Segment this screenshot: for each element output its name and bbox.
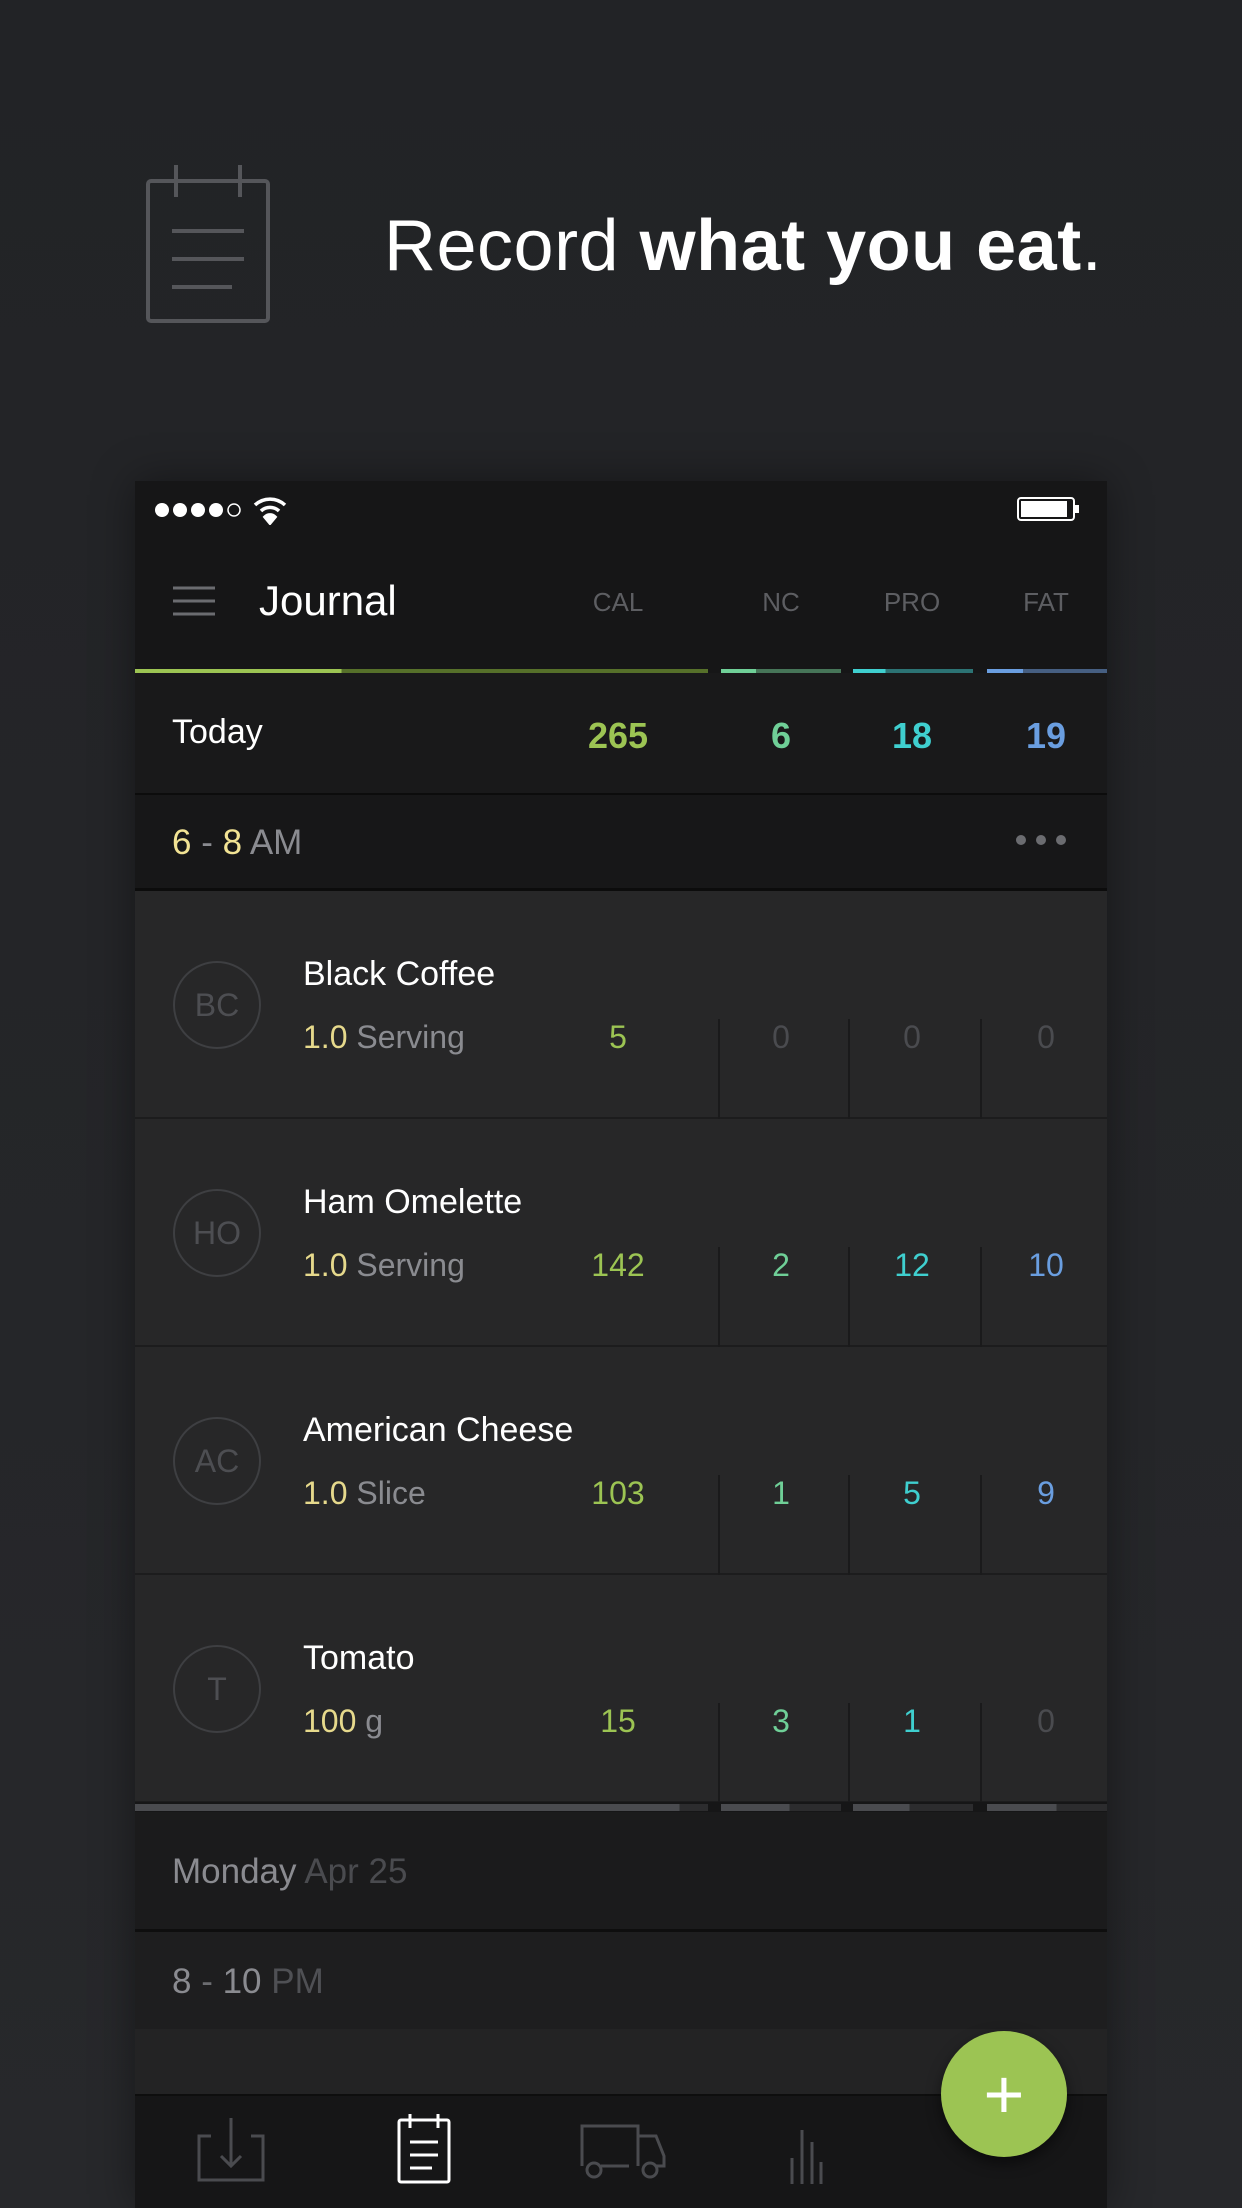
stats-icon[interactable] [789,2128,823,2184]
food-fat-value: 9 [1037,1475,1055,1511]
food-avatar: AC [173,1417,261,1505]
food-row[interactable]: HO Ham Omelette 1.0 Serving 142 2 12 10 [135,1119,1107,1347]
signal-icon [155,503,241,517]
column-divider [718,1019,720,1119]
column-divider [848,1019,850,1119]
fat-progress-bar [987,669,1107,676]
delivery-truck-icon[interactable] [580,2124,670,2180]
today-summary-row[interactable]: Today 265 6 18 19 [135,673,1107,795]
food-nc-value: 3 [772,1703,790,1739]
nc-progress-bar [721,669,841,676]
cal-summary-bar [135,1804,708,1811]
food-serving: 1.0 Serving [303,1019,465,1055]
column-divider [980,1475,982,1575]
column-divider [848,1475,850,1575]
fat-summary-bar [987,1804,1107,1811]
column-divider [980,1703,982,1803]
status-bar [135,481,1107,543]
food-serving: 100 g [303,1703,384,1739]
food-name: Tomato [303,1639,415,1677]
column-divider [718,1247,720,1347]
day-label: Monday Apr 25 [172,1852,408,1891]
import-icon[interactable] [197,2116,265,2182]
pro-progress-bar [853,669,973,676]
more-dots-icon[interactable] [1015,833,1067,847]
food-fat-value: 0 [1037,1703,1055,1739]
day-header-monday[interactable]: Monday Apr 25 [135,1812,1107,1932]
today-nc: 6 [770,715,792,756]
food-fat-value: 0 [1037,1019,1055,1055]
today-fat: 19 [1025,715,1067,756]
food-name: American Cheese [303,1411,574,1449]
food-row[interactable]: AC American Cheese 1.0 Slice 103 1 5 9 [135,1347,1107,1575]
food-avatar: T [173,1645,261,1733]
food-nc-value: 0 [772,1019,790,1055]
column-divider [848,1703,850,1803]
food-cal-value: 5 [609,1019,627,1055]
column-header-fat: FAT [1023,587,1069,617]
food-cal-value: 142 [591,1247,645,1283]
meal-header-8-10pm[interactable]: 8 - 10 PM [135,1932,1107,2029]
column-divider [718,1703,720,1803]
battery-icon [1017,497,1079,521]
food-name: Black Coffee [303,955,496,993]
food-avatar: BC [173,961,261,1049]
food-serving: 1.0 Slice [303,1475,426,1511]
journal-icon[interactable] [397,2112,451,2184]
cal-progress-bar [135,669,708,676]
column-header-nc: NC [762,587,800,617]
wifi-icon [253,497,287,525]
column-divider [980,1247,982,1347]
food-cal-value: 103 [591,1475,645,1511]
journal-clipboard-icon [146,165,270,323]
today-label: Today [172,713,263,751]
food-pro-value: 12 [894,1247,930,1283]
food-row[interactable]: BC Black Coffee 1.0 Serving 5 0 0 0 [135,891,1107,1119]
food-row[interactable]: T Tomato 100 g 15 3 1 0 [135,1575,1107,1803]
food-pro-value: 1 [903,1703,921,1739]
column-divider [980,1019,982,1119]
meal-time: 6 - 8 AM [172,823,303,862]
meal-header-6-8am[interactable]: 6 - 8 AM [135,795,1107,891]
page-title: Journal [259,577,397,624]
column-header-pro: PRO [883,587,941,617]
headline: Record what you eat. [384,206,1103,286]
pro-summary-bar [853,1804,973,1811]
hamburger-menu-icon[interactable] [173,585,215,617]
add-food-button[interactable]: + [941,2031,1067,2157]
nc-summary-bar [721,1804,841,1811]
meal-time: 8 - 10 PM [172,1962,324,2001]
column-header-cal: CAL [592,587,644,617]
food-nc-value: 2 [772,1247,790,1283]
food-name: Ham Omelette [303,1183,523,1221]
food-nc-value: 1 [772,1475,790,1511]
column-divider [718,1475,720,1575]
food-avatar: HO [173,1189,261,1277]
food-serving: 1.0 Serving [303,1247,465,1283]
column-divider [848,1247,850,1347]
food-fat-value: 10 [1028,1247,1064,1283]
food-cal-value: 15 [600,1703,636,1739]
today-cal: 265 [587,715,649,756]
phone-screen: Journal CAL NC PRO FAT Today 265 6 18 19… [135,481,1107,2208]
food-pro-value: 5 [903,1475,921,1511]
food-pro-value: 0 [903,1019,921,1055]
today-pro: 18 [891,715,933,756]
